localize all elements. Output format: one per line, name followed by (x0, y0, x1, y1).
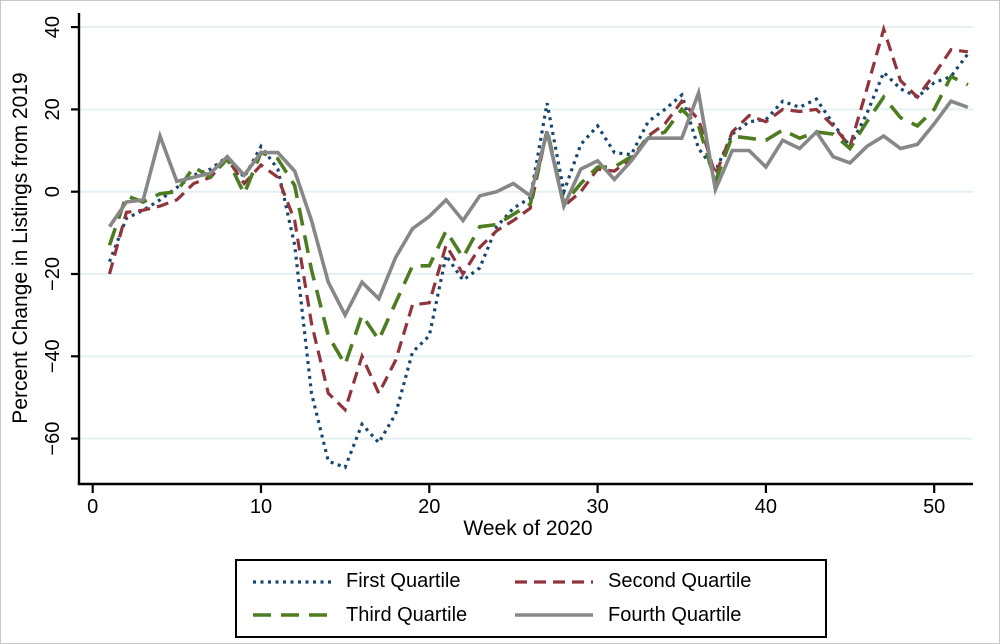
legend-label-second-quartile: Second Quartile (608, 570, 752, 593)
third-quartile-line (107, 74, 969, 369)
x-tick-label: 50 (923, 496, 945, 518)
x-tick-label: 10 (250, 496, 272, 518)
chart-legend: First Quartile Second Quartile Third Qua… (235, 559, 827, 638)
first-quartile-line (108, 52, 970, 470)
second-quartile-line-sample (515, 580, 593, 584)
ticks-layer: 40 20 0 −20 −40 −60 0 10 20 30 40 50 (42, 16, 945, 518)
x-axis-title: Week of 2020 (463, 517, 592, 540)
y-tick-label: 0 (42, 186, 64, 197)
legend-label-fourth-quartile: Fourth Quartile (608, 603, 742, 626)
x-tick-label: 20 (418, 496, 440, 518)
fourth-quartile-line-sample (515, 613, 593, 618)
y-tick-label: −20 (42, 257, 64, 291)
gridlines-layer (80, 26, 973, 440)
y-axis-title: Percent Change in Listings from 2019 (9, 72, 32, 423)
y-tick-label: −60 (42, 422, 64, 456)
x-tick-label: 30 (586, 496, 608, 518)
second-quartile-line (107, 23, 969, 413)
series-layer (107, 23, 970, 470)
legend-item-first-quartile: First Quartile (253, 570, 515, 593)
legend-label-first-quartile: First Quartile (346, 570, 461, 593)
y-tick-label: 20 (42, 98, 64, 120)
third-quartile-line-sample (253, 613, 331, 618)
fourth-quartile-line (108, 86, 969, 320)
first-quartile-line-sample (253, 580, 331, 584)
y-tick-label: 40 (42, 16, 64, 38)
x-tick-label: 40 (755, 496, 777, 518)
y-tick-label: −40 (42, 339, 64, 373)
legend-label-third-quartile: Third Quartile (346, 603, 468, 626)
x-tick-label: 0 (87, 496, 98, 518)
legend-item-fourth-quartile: Fourth Quartile (515, 604, 815, 627)
legend-item-third-quartile: Third Quartile (253, 604, 515, 627)
legend-item-second-quartile: Second Quartile (515, 570, 815, 593)
